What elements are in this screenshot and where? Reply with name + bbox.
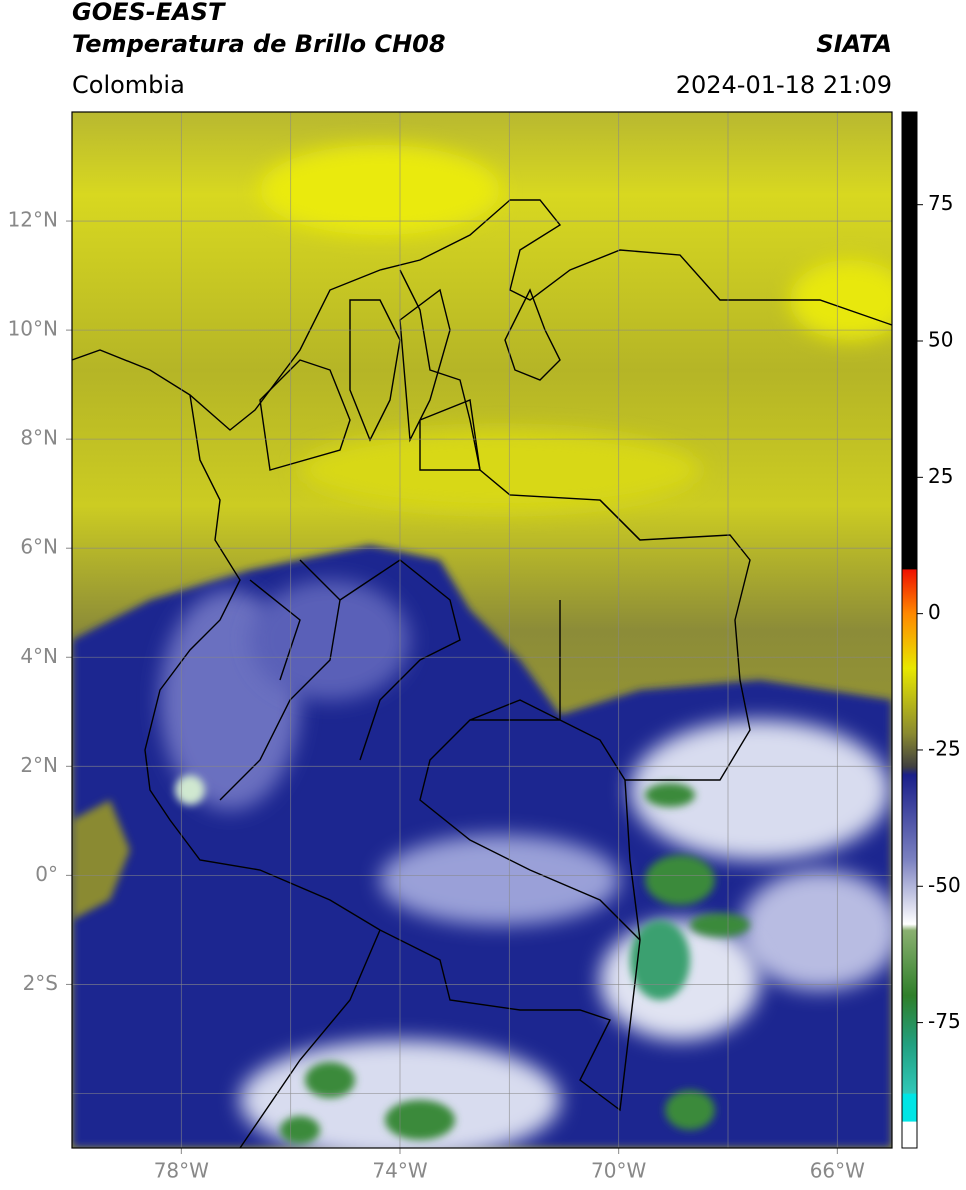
y-tick-label: 0°: [35, 862, 58, 886]
title: GOES-EAST: [72, 0, 226, 26]
y-tick-label: 2°N: [20, 753, 58, 777]
x-tick-label: 70°W: [591, 1159, 646, 1183]
y-tick-label: 4°N: [20, 644, 58, 668]
source: SIATA: [816, 30, 892, 58]
subtitle: Temperatura de Brillo CH08: [72, 30, 446, 58]
datetime: 2024-01-18 21:09: [676, 71, 892, 99]
x-tick-label: 78°W: [154, 1159, 209, 1183]
map-frame: [71, 111, 893, 1149]
satellite-image: [72, 112, 892, 1148]
colorbar-tick-label: 25: [928, 464, 953, 488]
y-tick-label: 6°N: [20, 535, 58, 559]
region: Colombia: [72, 71, 185, 99]
axis-ticks: 78°W 74°W 70°W 66°W 12°N 10°N 8°N 6°N 4°N 2°N 0° 2°…: [8, 208, 866, 1183]
colorbar-tick-label: 0: [928, 600, 941, 624]
colorbar-ticks: 75 50 25 0 -25 -50 -75: [917, 191, 961, 1033]
colorbar-tick-label: 50: [928, 328, 953, 352]
colorbar: [901, 111, 918, 1149]
x-tick-label: 74°W: [372, 1159, 427, 1183]
colorbar-tick-label: -75: [928, 1009, 961, 1033]
colorbar-tick-label: 75: [928, 191, 953, 215]
x-tick-label: 66°W: [810, 1159, 865, 1183]
y-tick-label: 2°S: [23, 971, 58, 995]
colorbar-tick-label: -50: [928, 873, 961, 897]
graticule: [72, 112, 892, 1148]
colorbar-tick-label: -25: [928, 736, 961, 760]
y-tick-label: 12°N: [8, 208, 58, 232]
y-tick-label: 10°N: [8, 317, 58, 341]
y-tick-label: 8°N: [20, 426, 58, 450]
